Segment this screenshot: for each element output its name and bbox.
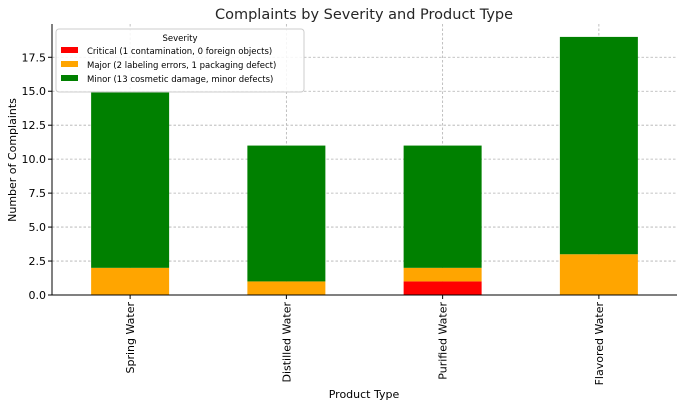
bar-segment	[247, 281, 326, 295]
legend-swatch	[61, 47, 78, 53]
x-axis-label: Product Type	[329, 388, 400, 401]
ticks-layer: 0.0 2.5 5.0 7.5 10.0 12.5 15.0 17.5 Spring Water…	[22, 51, 606, 385]
bar-segment	[559, 254, 638, 295]
bar-segment	[91, 267, 170, 295]
bar-segment	[247, 145, 326, 282]
y-axis-label: Number of Complaints	[6, 98, 19, 222]
chart-title: Complaints by Severity and Product Type	[215, 7, 513, 23]
y-tick-label: 17.5	[22, 51, 47, 64]
bar-segment	[403, 145, 482, 268]
legend-label: Major (2 labeling errors, 1 packaging de…	[87, 61, 276, 71]
legend-title: Severity	[162, 34, 197, 44]
legend-box	[55, 28, 305, 93]
x-tick-label: Purified Water	[437, 302, 450, 380]
bar-segment	[559, 36, 638, 255]
y-tick-label: 10.0	[22, 153, 47, 166]
y-tick-label: 5.0	[29, 221, 47, 234]
legend-swatch	[61, 75, 78, 81]
y-tick-label: 2.5	[29, 255, 47, 268]
bar-segment	[403, 281, 482, 295]
y-tick-label: 12.5	[22, 119, 47, 132]
legend-items: Critical (1 contamination, 0 foreign obj…	[61, 47, 276, 85]
bars-layer	[91, 36, 638, 295]
bar-segment	[403, 267, 482, 282]
x-tick-label: Distilled Water	[280, 302, 293, 383]
y-tick-label: 7.5	[29, 187, 47, 200]
legend-label: Critical (1 contamination, 0 foreign obj…	[87, 47, 272, 57]
y-tick-label: 15.0	[22, 85, 47, 98]
legend: Severity Critical (1 contamination, 0 fo…	[55, 28, 305, 93]
y-tick-label: 0.0	[29, 289, 47, 302]
bar-segment	[91, 91, 170, 268]
legend-swatch	[61, 61, 78, 67]
x-tick-label: Flavored Water	[593, 302, 606, 386]
legend-label: Minor (13 cosmetic damage, minor defects…	[87, 75, 273, 85]
x-tick-label: Spring Water	[124, 302, 137, 374]
